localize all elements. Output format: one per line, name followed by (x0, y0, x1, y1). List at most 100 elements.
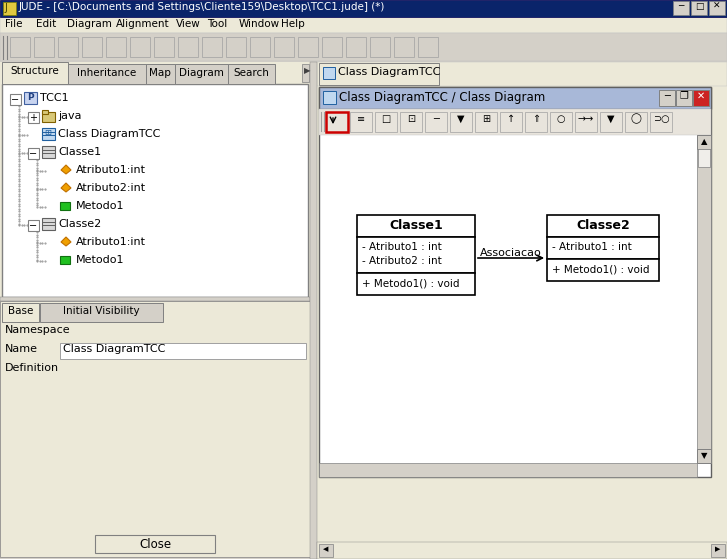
Bar (42, 146, 55, 158)
Text: Atributo1:int: Atributo1:int (76, 237, 146, 247)
Bar (10, 94, 21, 105)
Bar (475, 112, 497, 132)
Bar (375, 112, 397, 132)
Polygon shape (61, 237, 71, 246)
Bar (302, 64, 309, 82)
Text: java: java (58, 111, 81, 121)
Bar (547, 259, 659, 281)
Bar (323, 67, 335, 79)
Bar (450, 112, 472, 132)
Bar (319, 135, 697, 463)
Text: Classe1: Classe1 (58, 147, 101, 157)
Bar (357, 237, 475, 273)
Bar (676, 90, 692, 106)
Text: ⊃○: ⊃○ (653, 114, 670, 124)
Bar (357, 273, 475, 295)
Text: −: − (29, 221, 37, 231)
Text: −: − (11, 95, 19, 105)
Bar (673, 1, 689, 15)
Bar (711, 544, 725, 557)
Bar (42, 128, 55, 140)
Bar (24, 92, 37, 104)
Text: ✕: ✕ (697, 91, 705, 101)
Bar (202, 37, 222, 57)
Text: ▼: ▼ (457, 114, 465, 124)
Bar (346, 37, 366, 57)
Bar (317, 542, 727, 559)
Bar (697, 135, 711, 463)
Bar (698, 149, 710, 167)
Polygon shape (61, 165, 71, 174)
Text: →→: →→ (578, 114, 594, 124)
Bar (226, 37, 246, 57)
Bar (178, 37, 198, 57)
Bar (95, 535, 215, 553)
Text: Classe2: Classe2 (58, 219, 101, 229)
Bar (60, 256, 70, 264)
Text: Search: Search (233, 68, 270, 78)
Bar (28, 148, 39, 159)
Text: ─: ─ (678, 2, 683, 11)
Text: Window: Window (238, 19, 280, 29)
Text: + Metodo1() : void: + Metodo1() : void (362, 278, 459, 288)
Bar (370, 37, 390, 57)
Bar (34, 37, 54, 57)
Text: ⊞: ⊞ (482, 114, 490, 124)
Bar (323, 91, 336, 104)
Bar (0, 33, 727, 61)
Bar (0, 0, 727, 17)
Text: Name: Name (5, 344, 38, 354)
Text: Close: Close (139, 538, 171, 551)
Bar (709, 1, 725, 15)
Text: ✕: ✕ (713, 2, 720, 11)
Bar (250, 37, 270, 57)
Bar (319, 463, 697, 477)
Text: + Metodo1() : void: + Metodo1() : void (552, 264, 649, 274)
Bar (400, 112, 422, 132)
Bar (547, 215, 659, 237)
Bar (0, 17, 727, 33)
Text: Map: Map (149, 68, 172, 78)
Bar (319, 544, 333, 557)
Text: ⊡: ⊡ (407, 114, 415, 124)
Bar (60, 343, 306, 359)
Bar (0, 297, 310, 301)
Bar (0, 301, 310, 557)
Text: Definition: Definition (5, 363, 59, 373)
Bar (691, 1, 707, 15)
Bar (42, 112, 55, 122)
Text: −: − (29, 149, 37, 159)
Text: ▶: ▶ (304, 66, 310, 75)
Text: ❐: ❐ (680, 91, 688, 101)
Bar (697, 449, 711, 463)
Text: File: File (5, 19, 23, 29)
Bar (319, 63, 439, 85)
Text: View: View (176, 19, 201, 29)
Bar (697, 135, 711, 149)
Bar (154, 37, 174, 57)
Text: ⇑: ⇑ (532, 114, 540, 124)
Bar (418, 37, 438, 57)
Text: ─: ─ (664, 91, 670, 101)
Bar (319, 87, 711, 477)
Text: - Atributo2 : int: - Atributo2 : int (362, 256, 442, 266)
Text: Class DiagramTCC: Class DiagramTCC (338, 67, 441, 77)
Bar (600, 112, 622, 132)
Text: Classe1: Classe1 (389, 219, 443, 232)
Text: ≡: ≡ (357, 114, 365, 124)
Bar (425, 112, 447, 132)
Text: Edit: Edit (36, 19, 57, 29)
Bar (2, 303, 39, 322)
Text: J: J (4, 3, 7, 13)
Text: Diagram: Diagram (68, 19, 112, 29)
Text: ○: ○ (557, 114, 566, 124)
Text: ↑: ↑ (507, 114, 515, 124)
Bar (319, 87, 711, 109)
Text: Atributo2:int: Atributo2:int (76, 183, 146, 193)
Text: Structure: Structure (10, 66, 60, 76)
Text: Help: Help (281, 19, 305, 29)
Text: Classe2: Classe2 (576, 219, 630, 232)
Text: ⊞: ⊞ (44, 128, 52, 137)
Text: □: □ (695, 2, 703, 11)
Bar (500, 112, 522, 132)
